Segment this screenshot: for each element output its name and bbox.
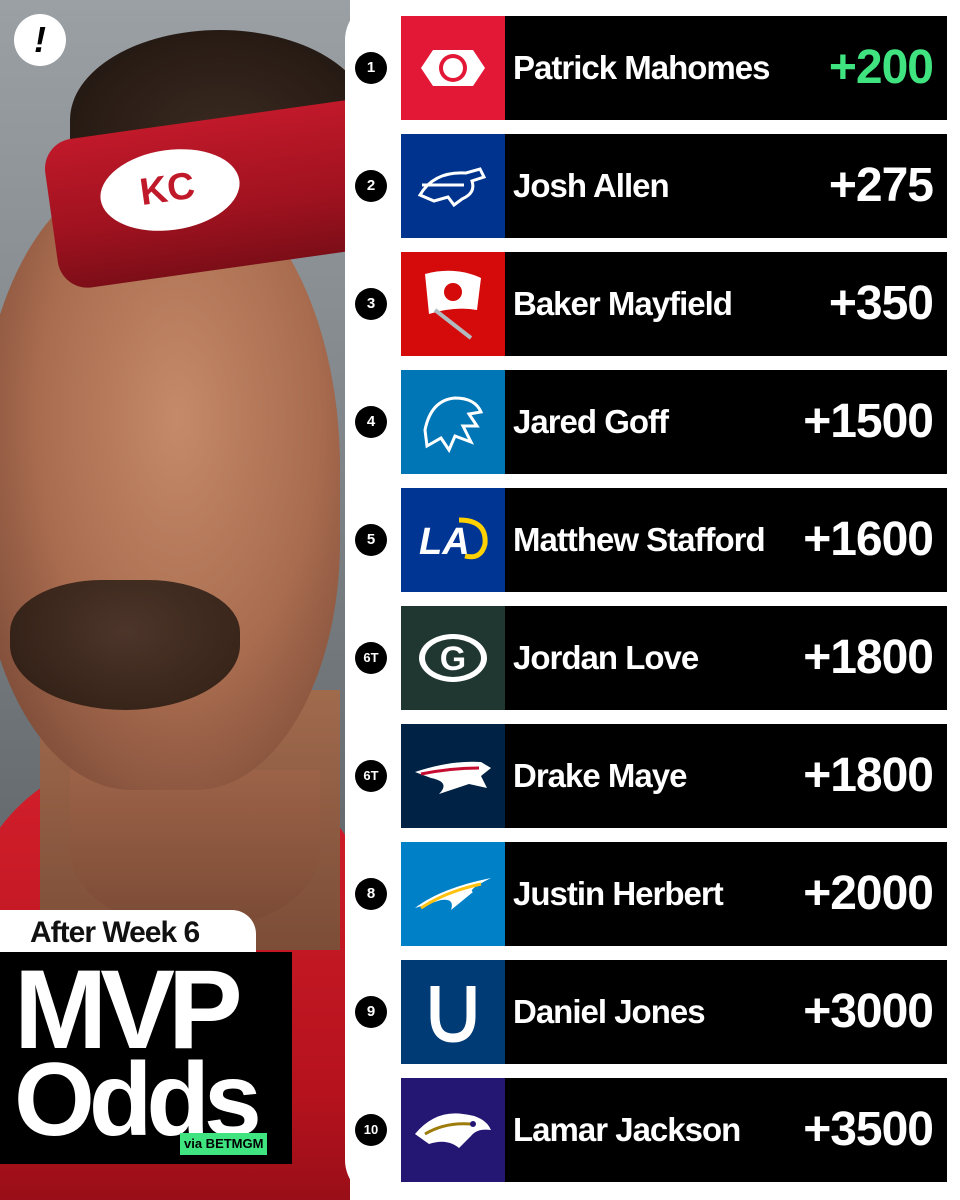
player-bar: Baker Mayfield +350 xyxy=(505,252,947,356)
player-odds: +350 xyxy=(828,277,934,330)
rank-badge: 9 xyxy=(355,996,387,1028)
buccaneers-logo xyxy=(401,252,505,356)
chargers-logo xyxy=(401,842,505,946)
odds-row-3: 3 Baker Mayfield +350 xyxy=(355,252,950,356)
player-name: Matthew Stafford xyxy=(513,521,766,558)
player-name: Drake Maye xyxy=(513,757,687,794)
player-name: Jordan Love xyxy=(513,639,699,676)
player-odds: +200 xyxy=(828,41,934,94)
odds-row-6: 6T G Jordan Love +1800 xyxy=(355,606,950,710)
player-bar: Matthew Stafford +1600 xyxy=(505,488,947,592)
beard xyxy=(10,580,240,710)
player-bar: Jordan Love +1800 xyxy=(505,606,947,710)
rank-badge: 2 xyxy=(355,170,387,202)
odds-row-7: 6T Drake Maye +1800 xyxy=(355,724,950,828)
odds-row-8: 8 Justin Herbert +2000 xyxy=(355,842,950,946)
player-name: Daniel Jones xyxy=(513,993,706,1030)
player-odds: +1500 xyxy=(803,395,934,448)
week-label: After Week 6 xyxy=(0,910,256,956)
rank-badge: 5 xyxy=(355,524,387,556)
rank-badge: 3 xyxy=(355,288,387,320)
sponsor-badge: via BETMGM xyxy=(180,1133,268,1155)
player-name: Josh Allen xyxy=(513,167,670,204)
player-bar: Josh Allen +275 xyxy=(505,134,947,238)
player-bar: Patrick Mahomes +200 xyxy=(505,16,947,120)
svg-text:G: G xyxy=(440,640,466,678)
packers-logo: G xyxy=(401,606,505,710)
odds-row-9: 9 Daniel Jones +3000 xyxy=(355,960,950,1064)
player-bar: Justin Herbert +2000 xyxy=(505,842,947,946)
exclamation-icon: ! xyxy=(14,14,66,66)
player-odds: +1800 xyxy=(803,631,934,684)
player-name: Jared Goff xyxy=(513,403,669,440)
odds-row-2: 2 Josh Allen +275 xyxy=(355,134,950,238)
rank-badge: 1 xyxy=(355,52,387,84)
player-odds: +1800 xyxy=(803,749,934,802)
jersey-collar xyxy=(70,770,320,930)
chiefs-logo xyxy=(401,16,505,120)
title-line-1: MVP xyxy=(14,947,243,1072)
player-bar: Lamar Jackson +3500 xyxy=(505,1078,947,1182)
rank-badge: 8 xyxy=(355,878,387,910)
player-odds: +3500 xyxy=(803,1103,934,1156)
player-odds: +275 xyxy=(828,159,934,212)
player-name: Lamar Jackson xyxy=(513,1111,741,1148)
odds-row-1: 1 Patrick Mahomes +200 xyxy=(355,16,950,120)
player-bar: Jared Goff +1500 xyxy=(505,370,947,474)
rank-badge: 10 xyxy=(355,1114,387,1146)
player-odds: +2000 xyxy=(803,867,934,920)
colts-logo xyxy=(401,960,505,1064)
lions-logo xyxy=(401,370,505,474)
bills-logo xyxy=(401,134,505,238)
rank-badge: 4 xyxy=(355,406,387,438)
player-bar: Daniel Jones +3000 xyxy=(505,960,947,1064)
ravens-logo xyxy=(401,1078,505,1182)
odds-row-4: 4 Jared Goff +1500 xyxy=(355,370,950,474)
rank-badge: 6T xyxy=(355,760,387,792)
odds-row-10: 10 Lamar Jackson +3500 xyxy=(355,1078,950,1182)
player-odds: +3000 xyxy=(803,985,934,1038)
player-odds: +1600 xyxy=(803,513,934,566)
patriots-logo xyxy=(401,724,505,828)
player-bar: Drake Maye +1800 xyxy=(505,724,947,828)
player-name: Patrick Mahomes xyxy=(513,49,770,86)
svg-text:LA: LA xyxy=(419,521,470,563)
player-name: Justin Herbert xyxy=(513,875,724,912)
rank-badge: 6T xyxy=(355,642,387,674)
player-photo: KC xyxy=(0,0,350,1200)
rams-logo: LA xyxy=(401,488,505,592)
player-name: Baker Mayfield xyxy=(513,285,733,322)
odds-row-5: 5 LA Matthew Stafford +1600 xyxy=(355,488,950,592)
